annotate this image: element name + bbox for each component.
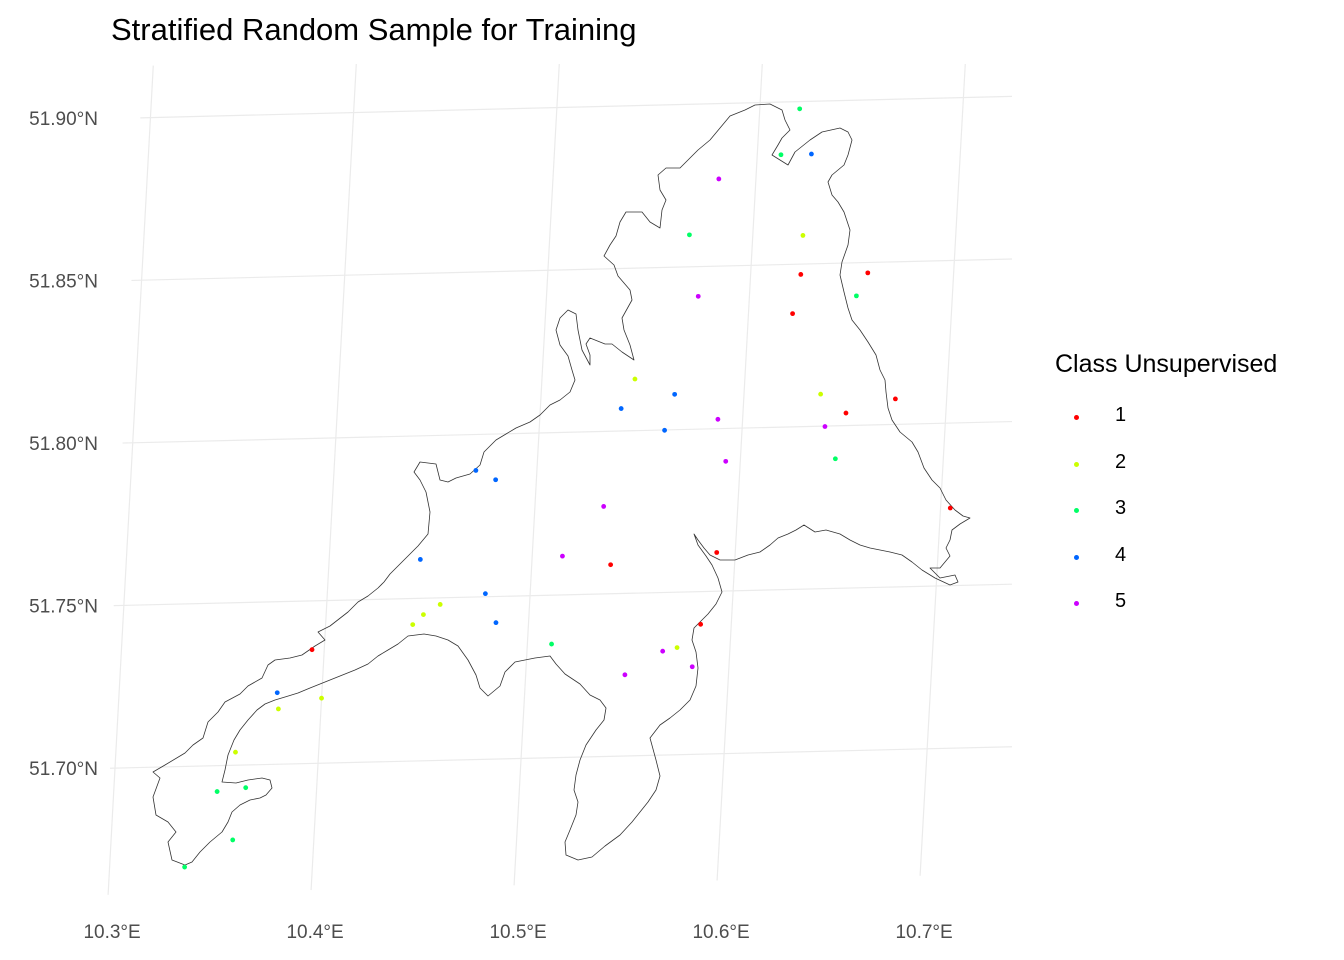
gridline-lon-4 — [919, 63, 966, 876]
sample-point-class-5 — [715, 416, 721, 422]
legend: Class Unsupervised 1 2 3 4 5 — [1055, 350, 1277, 633]
sample-points — [182, 106, 953, 870]
gridline-lon-3 — [716, 63, 763, 881]
sample-point-class-1 — [798, 272, 804, 277]
sample-point-class-5 — [822, 424, 828, 429]
sample-point-class-4 — [672, 391, 678, 397]
sample-point-class-3 — [549, 641, 554, 647]
sample-point-class-1 — [865, 270, 871, 276]
sample-point-class-4 — [473, 468, 479, 473]
gridlines — [107, 63, 1013, 895]
sample-point-class-4 — [274, 690, 280, 696]
sample-point-class-2 — [800, 233, 806, 238]
sample-point-class-1 — [608, 562, 614, 568]
sample-point-class-2 — [437, 602, 443, 607]
legend-item: 1 — [1055, 400, 1277, 447]
gridline-lat-3 — [131, 258, 1013, 282]
legend-dot-icon — [1074, 554, 1079, 560]
sample-point-class-5 — [560, 553, 565, 559]
sample-point-class-3 — [854, 293, 859, 299]
legend-dot-icon — [1074, 508, 1079, 513]
sample-point-class-2 — [632, 376, 638, 382]
legend-label: 2 — [1115, 450, 1127, 473]
sample-point-class-3 — [214, 789, 220, 794]
sample-point-class-2 — [410, 622, 416, 627]
legend-dot-icon — [1074, 601, 1079, 606]
sample-point-class-5 — [622, 672, 628, 678]
sample-point-class-4 — [618, 406, 624, 411]
sample-point-class-1 — [843, 410, 849, 416]
legend-dot-icon — [1074, 415, 1079, 420]
sample-point-class-4 — [662, 427, 667, 433]
gridline-lon-0 — [107, 65, 154, 895]
sample-point-class-5 — [716, 176, 722, 182]
y-tick-label: 51.85°N — [29, 271, 98, 292]
gridline-lat-2 — [122, 420, 1013, 444]
sample-point-class-3 — [243, 785, 249, 791]
legend-label: 3 — [1115, 497, 1127, 519]
sample-point-class-5 — [695, 293, 701, 299]
sample-point-class-4 — [493, 477, 499, 483]
gridline-lat-1 — [113, 583, 1013, 607]
sample-point-class-5 — [689, 664, 695, 670]
sample-point-class-3 — [778, 152, 784, 158]
sample-point-class-4 — [417, 557, 423, 562]
sample-point-class-1 — [892, 396, 898, 402]
gridline-lat-0 — [109, 746, 1013, 769]
sample-point-class-3 — [687, 232, 692, 238]
legend-label: 4 — [1115, 543, 1127, 566]
sample-point-class-2 — [233, 749, 238, 755]
x-tick-label: 10.7°E — [895, 922, 952, 943]
legend-item: 5 — [1055, 586, 1277, 633]
sample-point-class-2 — [674, 645, 680, 651]
x-tick-label: 10.4°E — [286, 922, 343, 943]
x-tick-label: 10.3°E — [83, 922, 140, 943]
sample-point-class-3 — [230, 837, 236, 843]
sample-point-class-1 — [790, 311, 795, 317]
sample-point-class-2 — [319, 695, 324, 701]
legend-items: 1 2 3 4 5 — [1055, 400, 1277, 633]
sample-point-class-5 — [601, 504, 607, 509]
y-tick-label: 51.75°N — [29, 597, 98, 618]
sample-point-class-1 — [714, 550, 720, 555]
y-tick-label: 51.90°N — [29, 109, 98, 130]
sample-point-class-4 — [809, 151, 814, 157]
y-tick-label: 51.70°N — [29, 759, 98, 780]
chart-title: Stratified Random Sample for Training — [111, 12, 637, 47]
sample-point-class-5 — [660, 648, 666, 654]
sample-point-class-1 — [947, 505, 953, 511]
legend-item: 4 — [1055, 540, 1277, 587]
y-tick-label: 51.80°N — [29, 434, 98, 455]
sample-point-class-2 — [421, 612, 426, 617]
x-tick-label: 10.6°E — [692, 922, 749, 943]
sample-point-class-3 — [832, 456, 838, 462]
sample-point-class-4 — [482, 591, 488, 597]
x-tick-label: 10.5°E — [489, 922, 546, 943]
sample-point-class-5 — [723, 458, 729, 464]
sample-point-class-2 — [275, 706, 281, 712]
legend-item: 2 — [1055, 447, 1277, 494]
sample-point-class-3 — [182, 864, 188, 870]
gridline-lat-4 — [140, 95, 1013, 119]
sample-point-class-2 — [818, 391, 824, 397]
legend-title: Class Unsupervised — [1055, 350, 1278, 378]
legend-label: 1 — [1115, 404, 1127, 426]
legend-item: 3 — [1055, 493, 1277, 540]
region-boundary-outline — [152, 103, 971, 866]
gridline-lon-1 — [310, 63, 357, 891]
sample-point-class-1 — [698, 621, 704, 627]
sample-point-class-1 — [309, 647, 315, 653]
legend-label: 5 — [1115, 590, 1127, 612]
legend-dot-icon — [1074, 461, 1079, 467]
sample-point-class-4 — [493, 620, 499, 626]
sample-point-class-3 — [797, 106, 803, 112]
gridline-lon-2 — [513, 63, 560, 886]
x-axis-tick-labels: 10.3°E 10.4°E 10.5°E 10.6°E 10.7°E — [83, 922, 952, 943]
y-axis-tick-labels: 51.70°N 51.75°N 51.80°N 51.85°N 51.90°N — [29, 109, 98, 780]
